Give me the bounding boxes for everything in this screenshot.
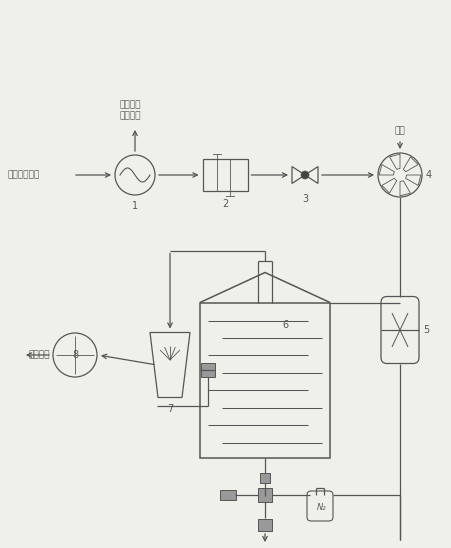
Text: 2: 2: [222, 199, 228, 209]
Circle shape: [301, 171, 309, 179]
Bar: [202, 159, 248, 191]
Bar: [200, 302, 330, 458]
Text: 7: 7: [167, 403, 173, 414]
Bar: [220, 490, 236, 500]
Text: 4: 4: [426, 170, 432, 180]
Bar: [258, 519, 272, 531]
Text: 空气: 空气: [395, 126, 405, 135]
Text: 剩余热量
回收利用: 剩余热量 回收利用: [119, 100, 141, 120]
Text: 8: 8: [72, 350, 78, 360]
Text: 6: 6: [282, 321, 288, 330]
Text: 5: 5: [423, 325, 429, 335]
Text: 1: 1: [132, 201, 138, 211]
Bar: [260, 472, 270, 482]
Text: N₂: N₂: [317, 504, 327, 512]
Text: 含苯系物废气: 含苯系物废气: [8, 170, 40, 180]
Bar: [258, 488, 272, 502]
Bar: [201, 363, 215, 377]
Text: 3: 3: [302, 194, 308, 204]
Text: 大气环境: 大气环境: [28, 351, 50, 359]
